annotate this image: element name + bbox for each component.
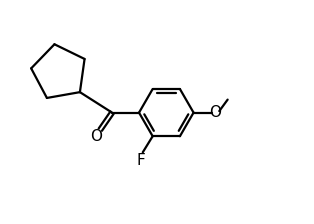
Text: F: F	[137, 153, 146, 168]
Text: O: O	[90, 129, 103, 144]
Text: O: O	[209, 105, 222, 120]
